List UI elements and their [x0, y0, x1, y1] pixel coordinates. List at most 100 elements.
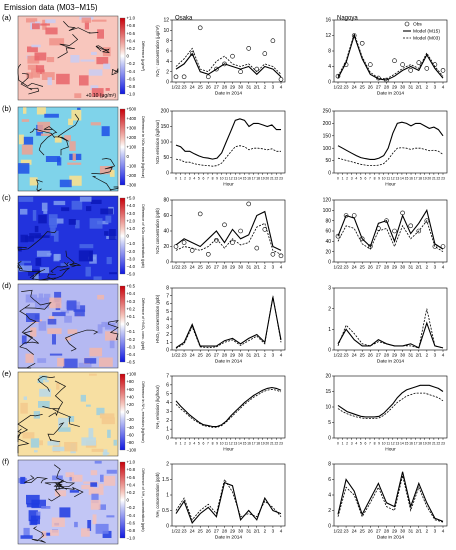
- y-tick-label: 60: [325, 229, 331, 235]
- map-cell: [106, 515, 115, 518]
- x-tick-label: 8: [374, 442, 376, 446]
- map-cell: [90, 85, 99, 90]
- series-line-m03: [337, 392, 444, 419]
- map-cell: [21, 260, 31, 264]
- x-tick-label: 24: [190, 85, 196, 90]
- map-cell: [47, 318, 57, 325]
- obs-point: [173, 244, 179, 249]
- colorbar: [119, 461, 126, 539]
- obs-point: [197, 25, 203, 31]
- colorbar-tick-label: +0.4: [127, 482, 136, 487]
- map-cell: [25, 294, 38, 303]
- series-line-m15: [337, 121, 444, 160]
- x-tick-label: 4: [442, 265, 445, 270]
- series-line-m15: [337, 384, 444, 418]
- obs-point: [408, 68, 414, 73]
- map-cell: [97, 324, 103, 334]
- y-tick-label: 40: [163, 229, 169, 235]
- x-tick-label: 23: [279, 177, 283, 181]
- x-tick-label: 31: [408, 529, 414, 534]
- x-tick-label: 1/22: [172, 529, 181, 534]
- colorbar-title: Difference of NH₃ concentration (ppb): [141, 468, 145, 532]
- y-tick-label: 6: [166, 382, 169, 388]
- panels-group: (a) +0.10 (μg/m³) +1.0 +0.8 +0.6 +0.4 +0.2 0 −0.…: [2, 13, 448, 545]
- y-tick-label: 200: [323, 121, 332, 127]
- map-cell: [20, 208, 28, 215]
- x-tick-label: 31: [408, 85, 414, 90]
- colorbar-tick-label: −0.4: [127, 352, 136, 357]
- x-tick-label: 2: [264, 85, 267, 90]
- x-tick-label: 1: [342, 442, 344, 446]
- colorbar-tick-label: +100: [127, 145, 137, 150]
- x-tick-label: 28: [384, 529, 390, 534]
- colorbar-tick-label: +0.5: [127, 284, 136, 289]
- x-tick-label: 2: [426, 529, 429, 534]
- x-tick-label: 2/1: [416, 353, 423, 358]
- y-tick-label: 1.5: [162, 477, 169, 483]
- map-cell: [49, 353, 63, 356]
- obs-point: [278, 253, 284, 259]
- map-cell: [27, 64, 38, 70]
- x-tick-label: 26: [206, 85, 212, 90]
- y-tick-label: 50: [325, 158, 331, 164]
- x-tick-label: 23: [441, 177, 445, 181]
- x-tick-label: 24: [352, 353, 358, 358]
- map-cell: [23, 527, 30, 537]
- city-title: Osaka: [175, 16, 193, 22]
- x-tick-label: 27: [376, 529, 382, 534]
- x-tick-label: 13: [395, 442, 399, 446]
- series-line-m03: [337, 475, 444, 523]
- chart-f-osaka: 00.511.521/22 23 24 25 26 27 28 29 30 31 2/1 2 3 4Dat…: [155, 462, 286, 541]
- y-tick-label: 100: [323, 146, 332, 152]
- x-tick-label: 1/22: [334, 85, 343, 90]
- legend-obs-label: Obs: [413, 22, 422, 28]
- y-tick-label: 1: [328, 327, 331, 333]
- map-cell: [52, 312, 66, 317]
- map-cell: [102, 530, 112, 538]
- map-cell: [53, 254, 60, 262]
- map-cell: [64, 135, 71, 141]
- colorbar-title: Difference in NOx emission (kg/hour): [141, 116, 145, 179]
- x-tick-label: 2/1: [416, 265, 423, 270]
- map-cell: [58, 417, 68, 428]
- obs-point: [376, 226, 381, 231]
- obs-point: [214, 66, 219, 72]
- series-line-m15: [175, 118, 281, 160]
- x-tick-label: 14: [238, 177, 242, 181]
- x-tick-label: 4: [442, 353, 445, 358]
- x-tick-label: 3: [272, 353, 275, 358]
- map-cell: [95, 523, 109, 534]
- panel-label: (b): [2, 104, 12, 113]
- panel-label: (e): [2, 369, 12, 378]
- y-tick-label: 2: [328, 306, 331, 312]
- x-tick-label: 28: [222, 529, 228, 534]
- map-cell: [20, 234, 28, 243]
- colorbar-tick-label: +4.0: [127, 203, 136, 208]
- map-cell: [109, 338, 115, 349]
- map-cell: [79, 75, 89, 86]
- map-cell: [56, 218, 64, 224]
- colorbar-tick-label: −0.2: [127, 337, 136, 342]
- x-tick-label: 12: [229, 442, 233, 446]
- obs-point: [197, 211, 203, 217]
- x-tick-label: 15: [405, 442, 409, 446]
- x-tick-label: 31: [246, 353, 252, 358]
- map-cell: [50, 226, 56, 233]
- x-tick-label: 10: [382, 442, 386, 446]
- map-cell: [102, 47, 111, 57]
- colorbar-tick-label: −300: [127, 183, 137, 188]
- map-cell: [96, 407, 105, 416]
- map-cell: [64, 315, 72, 323]
- map-cell: [37, 379, 44, 383]
- map-cell: [90, 199, 102, 204]
- x-tick-label: 30: [400, 353, 406, 358]
- x-tick-label: 8: [212, 442, 214, 446]
- map-cell: [98, 483, 104, 489]
- map-cell: [86, 206, 92, 212]
- x-tick-label: 2: [426, 353, 429, 358]
- x-tick-label: 11: [386, 177, 390, 181]
- x-tick-label: 13: [395, 177, 399, 181]
